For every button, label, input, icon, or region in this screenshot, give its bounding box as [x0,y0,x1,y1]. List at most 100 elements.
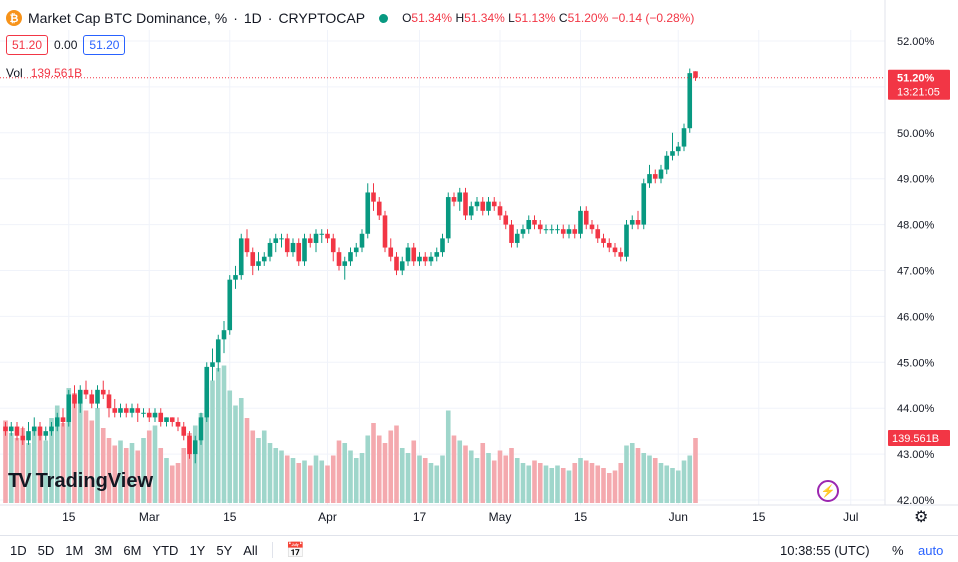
candle-body [31,426,37,432]
range-button[interactable]: 5D [37,543,55,558]
buy-price-box[interactable]: 51.20 [83,35,126,55]
volume-bar [118,440,123,503]
volume-bar [20,428,26,503]
y-tick-label: 52.00% [897,36,935,48]
candle-body [693,71,698,78]
candle-body [670,151,675,156]
volume-bar [468,450,474,503]
candle-body [629,220,635,225]
volume-bar [256,438,261,503]
candle-body [394,256,399,271]
x-tick-label: May [489,510,512,524]
candle-body [583,210,589,225]
clock-time[interactable]: 10:38:55 (UTC) [780,543,870,558]
candlestick-chart[interactable]: 52.00%51.00%50.00%49.00%48.00%47.00%46.0… [0,0,958,535]
volume-bar [647,455,652,503]
candle-body [169,417,175,422]
candle-body [635,220,641,225]
volume-bar [411,440,417,503]
x-tick-label: Mar [139,510,160,524]
volume-bar [112,445,118,503]
last-price-label: 51.20% [897,73,935,85]
range-button[interactable]: 1D [10,543,27,558]
candle-body [204,366,210,418]
volume-bar [612,470,618,503]
quote-boxes: 51.20 0.00 51.20 [6,35,126,55]
bitcoin-icon: ₿ [6,10,22,26]
volume-bar [641,453,647,503]
volume-bar [169,465,175,503]
candle-body [198,417,204,441]
candle-body [365,192,371,234]
candle-body [3,426,8,432]
calendar-icon[interactable]: 📅 [286,542,305,559]
lightning-icon[interactable]: ⚡ [817,480,839,502]
range-button[interactable]: 3M [94,543,113,558]
range-button[interactable]: All [243,543,258,558]
range-button[interactable]: 1Y [189,543,206,558]
volume-bar [629,443,635,503]
volume-bar [572,463,578,503]
volume-bar [152,425,158,503]
candle-body [399,261,405,271]
candle-body [468,206,474,216]
candle-body [687,73,693,129]
volume-bar [624,445,629,503]
candle-body [480,201,486,211]
tradingview-mark-icon: TV [8,470,32,492]
candle-body [491,201,497,207]
separator-dot: · [267,10,273,26]
y-tick-label: 44.00% [897,403,935,415]
candle-body [250,252,256,266]
candle-body [417,256,422,262]
candle-body [158,412,164,422]
candle-body [215,339,221,363]
candle-body [675,146,681,152]
range-button[interactable]: 6M [123,543,142,558]
volume-bar [451,435,457,503]
candle-body [509,224,514,243]
logo-text: TradingView [35,470,154,492]
price-change: −0.14 (−0.28%) [611,11,695,25]
volume-bar [560,468,566,503]
candle-body [503,215,509,225]
candle-body [566,229,572,234]
range-button[interactable]: 5Y [216,543,233,558]
volume-value-box [888,430,950,446]
volume-bar [514,458,520,503]
candle-body [664,155,670,170]
volume-bar [49,418,54,503]
interval[interactable]: 1D [243,10,262,26]
chart-title[interactable]: Market Cap BTC Dominance, % [28,10,228,26]
market-status-icon[interactable] [379,13,389,23]
volume-bar [532,460,537,503]
candle-body [118,408,123,413]
range-button[interactable]: YTD [152,543,179,558]
candle-body [175,421,181,427]
candle-body [187,435,192,455]
volume-bar [555,465,560,503]
sell-price-box[interactable]: 51.20 [6,35,49,55]
percent-toggle[interactable]: % [892,543,904,558]
volume-bar [72,393,77,503]
tradingview-logo[interactable]: TV TradingView [8,470,153,493]
gear-icon[interactable]: ⚙ [914,509,929,526]
candle-body [37,426,43,436]
auto-scale-toggle[interactable]: auto [918,543,944,558]
divider [272,542,273,558]
y-tick-label: 42.00% [897,495,935,507]
candle-body [129,408,135,413]
candle-body [618,252,624,257]
volume-bar [670,468,675,503]
bottom-toolbar: 1D 5D 1M 3M 6M YTD 1Y 5Y All 📅 10:38:55 … [0,535,958,562]
candle-body [560,229,566,234]
volume-bar [227,390,233,503]
volume-bar [336,440,342,503]
y-tick-label: 50.00% [897,128,935,140]
separator-dot: · [233,10,238,26]
candle-body [555,229,560,231]
candle-body [279,238,284,240]
range-button[interactable]: 1M [65,543,84,558]
candle-body [359,233,365,248]
volume-bar [210,380,215,503]
